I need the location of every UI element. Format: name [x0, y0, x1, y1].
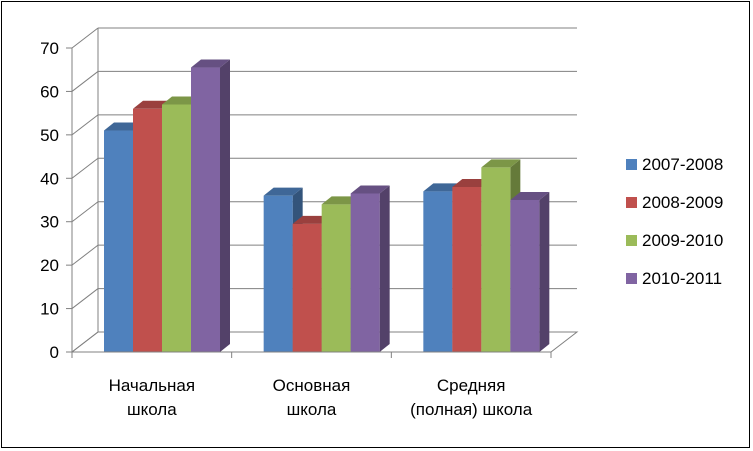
x-tick-label: Начальная школа	[109, 376, 196, 419]
legend-swatch	[626, 159, 637, 170]
legend-swatch	[626, 273, 637, 284]
bar-front	[162, 104, 191, 352]
gridline-side	[71, 288, 99, 309]
gridline-side	[71, 157, 99, 179]
y-tick-label: 40	[40, 169, 59, 188]
gridline-side	[71, 331, 99, 353]
bar	[510, 192, 550, 352]
gridline-side	[71, 114, 99, 136]
gridline-side	[71, 71, 99, 92]
x-axis: Начальная школа Основная школа Средняя (полна…	[71, 351, 552, 419]
bar-front	[510, 200, 540, 352]
legend-item: 2009-2010	[626, 231, 723, 250]
x-tick-label: Основная школа	[273, 376, 351, 419]
y-tick-label: 50	[40, 126, 59, 145]
bar-front	[321, 204, 351, 352]
bar-top	[350, 185, 390, 194]
bar-top	[263, 187, 303, 196]
legend-item: 2007-2008	[626, 155, 723, 174]
y-tick-label: 20	[40, 256, 59, 275]
bar	[350, 185, 390, 352]
bar	[191, 59, 230, 353]
bars	[104, 59, 550, 353]
bar-front	[292, 223, 322, 352]
bar-top	[510, 192, 550, 200]
y-tick-label: 70	[40, 39, 59, 58]
y-tick-label: 0	[50, 343, 59, 362]
bar-front	[452, 186, 482, 352]
legend-swatch	[626, 235, 637, 246]
gridline-side	[71, 244, 99, 266]
x-tick-label: Средняя (полная) школа	[410, 376, 533, 419]
legend-label: 2007-2008	[642, 155, 723, 174]
bar-front	[263, 195, 293, 352]
legend: 2007-2008 2008-2009 2009-2010 2010-2011	[626, 155, 723, 288]
y-tick-label: 60	[40, 82, 59, 101]
bar-side	[539, 192, 550, 352]
y-axis: 0 10 20 30 40 50 60 70	[40, 39, 73, 362]
y-tick-label: 30	[40, 213, 59, 232]
legend-label: 2010-2011	[642, 269, 722, 288]
bar-front	[423, 191, 453, 352]
legend-label: 2008-2009	[642, 193, 723, 212]
bar-top	[481, 159, 521, 168]
gridline-side	[71, 27, 99, 49]
bar-front	[133, 108, 162, 352]
legend-swatch	[626, 197, 637, 208]
bar-front	[481, 167, 511, 352]
bar-front	[104, 130, 133, 352]
bar-side	[220, 59, 230, 353]
bar-top	[191, 59, 230, 68]
legend-item: 2008-2009	[626, 193, 723, 212]
legend-item: 2010-2011	[626, 269, 722, 288]
bar-front	[350, 193, 380, 352]
bar-front	[191, 67, 220, 353]
y-tick-label: 10	[40, 300, 59, 319]
gridline-side	[71, 201, 99, 223]
legend-label: 2009-2010	[642, 231, 723, 250]
bar-side	[379, 185, 390, 352]
